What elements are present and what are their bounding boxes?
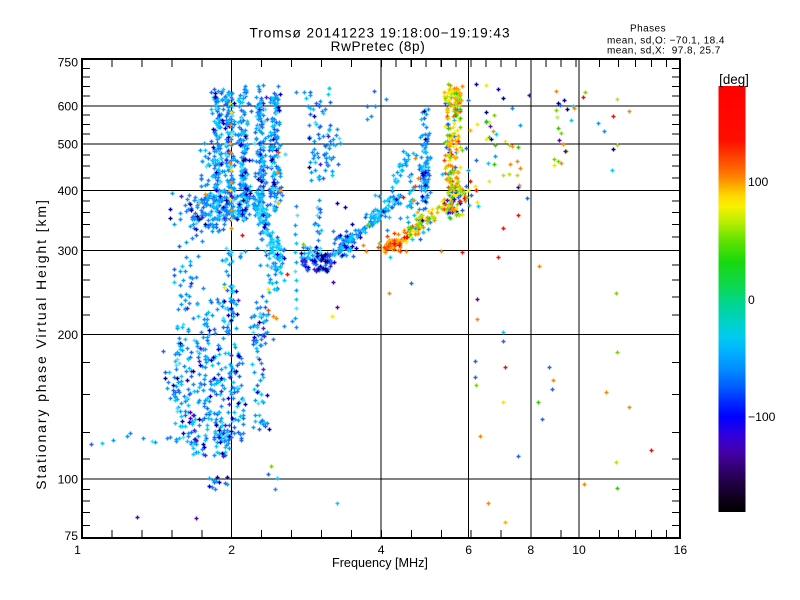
svg-text:600: 600 [58, 100, 79, 114]
svg-text:mean, sd,X: 97.8, 25.7: mean, sd,X: 97.8, 25.7 [607, 46, 721, 57]
svg-text:−100: −100 [748, 410, 776, 424]
svg-text:0: 0 [748, 293, 755, 307]
svg-text:Stationary phase Virtual Heigh: Stationary phase Virtual Height [km] [33, 198, 49, 489]
svg-text:200: 200 [58, 328, 79, 342]
svg-text:[deg]: [deg] [719, 72, 749, 87]
svg-text:300: 300 [58, 244, 79, 258]
svg-text:Frequency [MHz]: Frequency [MHz] [332, 556, 428, 570]
svg-text:500: 500 [58, 138, 79, 152]
svg-text:mean, sd,O: −70.1, 18.4: mean, sd,O: −70.1, 18.4 [607, 36, 725, 47]
svg-text:100: 100 [58, 472, 79, 486]
svg-text:16: 16 [674, 543, 688, 557]
svg-text:1: 1 [74, 543, 81, 557]
svg-text:6: 6 [465, 543, 472, 557]
svg-text:4: 4 [378, 543, 385, 557]
svg-text:Phases: Phases [630, 24, 666, 35]
svg-text:75: 75 [64, 529, 78, 543]
svg-text:Tromsø 20141223 19:18:00−19:19: Tromsø 20141223 19:18:00−19:19:43 [249, 26, 510, 41]
svg-text:8: 8 [527, 543, 534, 557]
svg-text:750: 750 [58, 56, 79, 70]
svg-text:400: 400 [58, 184, 79, 198]
svg-text:10: 10 [572, 543, 586, 557]
svg-text:100: 100 [748, 175, 769, 189]
svg-text:2: 2 [228, 543, 235, 557]
svg-text:RwPretec (8p): RwPretec (8p) [331, 39, 426, 54]
